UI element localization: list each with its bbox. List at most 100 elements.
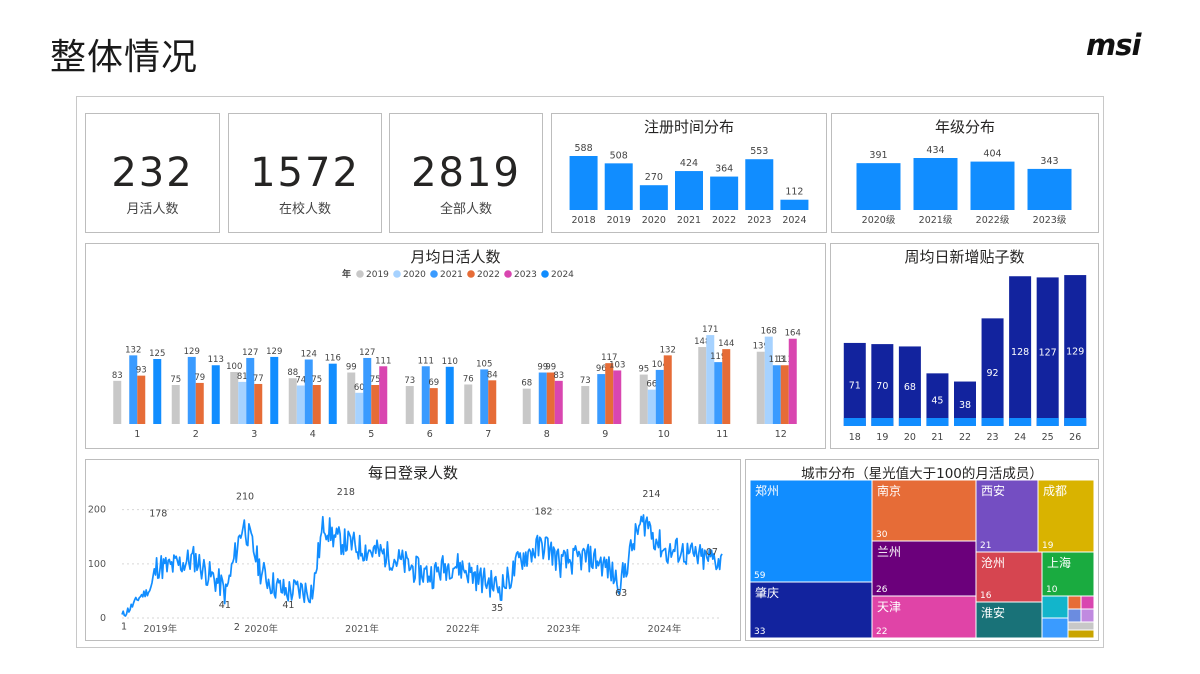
data-label: 60 [354, 383, 365, 393]
data-label: 95 [638, 365, 649, 375]
chart-card-city[interactable]: 城市分布（星光值大于100的月活成员） 郑州 59 肇庆 33 南京 30 兰州 26 天津 22… [745, 459, 1099, 641]
chart-card-registration[interactable]: 注册时间分布 588 2018 508 2019 270 2020 424 2021 364 20… [551, 113, 827, 233]
data-label: 129 [1066, 347, 1084, 358]
data-label: 71 [849, 380, 861, 391]
bar [1027, 168, 1072, 210]
bar [605, 363, 614, 424]
bar [780, 365, 789, 424]
x-tick-label: 2023年 [547, 623, 581, 635]
treemap-value: 10 [1046, 585, 1058, 595]
data-label: 127 [359, 348, 375, 358]
legend-marker [356, 270, 364, 278]
treemap-label: 上海 [1047, 555, 1071, 570]
treemap-value: 30 [876, 530, 888, 540]
bar [780, 199, 809, 210]
bar [954, 381, 976, 426]
legend-label: 2023 [514, 270, 537, 280]
chart-card-grade[interactable]: 年级分布 391 2020级 434 2021级 404 2022级 343 2023级 [831, 113, 1099, 233]
series-line [121, 514, 723, 617]
data-label: 182 [534, 506, 552, 517]
data-label: 119 [710, 352, 726, 362]
treemap-label: 天津 [877, 600, 901, 614]
x-tick-label: 2022 [712, 215, 736, 226]
x-tick-label: 2023 [747, 215, 771, 226]
treemap-cell [975, 601, 1043, 639]
data-label: 553 [750, 146, 768, 157]
data-label: 116 [325, 354, 341, 364]
data-label: 68 [904, 382, 916, 393]
bar-segment [871, 418, 894, 426]
data-label: 127 [1039, 348, 1057, 359]
x-tick-label: 11 [716, 429, 728, 440]
treemap-label: 南京 [877, 483, 901, 498]
x-tick-label: 2022级 [976, 214, 1010, 226]
bar [312, 385, 321, 424]
treemap-label: 沧州 [981, 555, 1005, 570]
data-label: 66 [646, 380, 657, 390]
bar [421, 366, 430, 424]
x-tick-label: 3 [251, 429, 257, 440]
treemap-cell-small [1067, 595, 1082, 610]
treemap-cell-small [1041, 595, 1069, 619]
data-label: 84 [487, 370, 498, 380]
data-label: 74 [295, 376, 306, 386]
treemap-cell-small [1067, 608, 1082, 623]
chart-card-daily-active[interactable]: 月均日活人数 年 2019 2020 2021 2022 2023 2024 83 132 93 1… [85, 243, 826, 449]
bar [363, 357, 372, 424]
treemap-label: 西安 [981, 483, 1005, 498]
data-label: 77 [253, 374, 264, 384]
legend-title: 年 [342, 268, 351, 280]
chart-title: 年级分布 [934, 118, 995, 136]
y-tick-label: 0 [100, 613, 106, 624]
kpi-card-monthly-active[interactable]: 232 月活人数 [85, 113, 220, 233]
legend-marker [504, 270, 512, 278]
x-tick-label: 18 [849, 432, 861, 443]
bar [675, 171, 703, 210]
data-label: 69 [428, 378, 439, 388]
bar [371, 385, 380, 424]
bar [129, 355, 138, 424]
data-label: 111 [375, 356, 391, 366]
data-label: 129 [266, 347, 282, 357]
treemap-cell [871, 479, 977, 542]
data-label: 164 [785, 329, 801, 339]
kpi-card-total[interactable]: 2819 全部人数 [389, 113, 543, 233]
x-tick-label: 25 [1042, 432, 1054, 443]
bar [538, 372, 547, 424]
bar-segment [843, 418, 866, 426]
data-label: 92 [987, 368, 999, 379]
data-label: 45 [931, 396, 943, 407]
chart-card-weekly-posts[interactable]: 周均日新增贴子数 71 18 70 19 68 20 45 21 38 22 92 23 128 24 12… [830, 243, 1099, 449]
msi-logo: msi [1086, 28, 1141, 62]
legend-marker [467, 270, 475, 278]
bar [745, 159, 774, 210]
bar [706, 335, 715, 424]
data-label: 210 [236, 491, 254, 502]
bar [569, 156, 598, 210]
data-label: 104 [652, 360, 668, 370]
kpi-card-enrolled[interactable]: 1572 在校人数 [228, 113, 382, 233]
x-tick-label: 2020年 [244, 623, 278, 635]
bar [238, 381, 247, 424]
data-label: 41 [219, 600, 231, 611]
bar [445, 366, 454, 424]
data-label: 75 [370, 375, 381, 385]
x-tick-label: 19 [876, 432, 888, 443]
bar [843, 342, 866, 426]
bar [464, 384, 473, 424]
legend-label: 2022 [477, 270, 500, 280]
bar [187, 356, 196, 424]
kpi-label: 在校人数 [278, 202, 331, 217]
bar [488, 380, 497, 424]
treemap-cell [749, 479, 873, 583]
treemap-value: 59 [754, 571, 766, 581]
legend-label: 2020 [403, 270, 426, 280]
data-label: 113 [208, 355, 224, 365]
bar [613, 370, 622, 424]
kpi-value: 2819 [411, 150, 521, 196]
treemap-cell [1037, 479, 1095, 553]
data-label: 99 [545, 363, 556, 373]
legend-marker [393, 270, 401, 278]
chart-title: 月均日活人数 [410, 248, 501, 266]
chart-card-daily-login[interactable]: 每日登录人数 0 100 200 2019年 2020年 2021年 2022年 2023年 2… [85, 459, 741, 641]
